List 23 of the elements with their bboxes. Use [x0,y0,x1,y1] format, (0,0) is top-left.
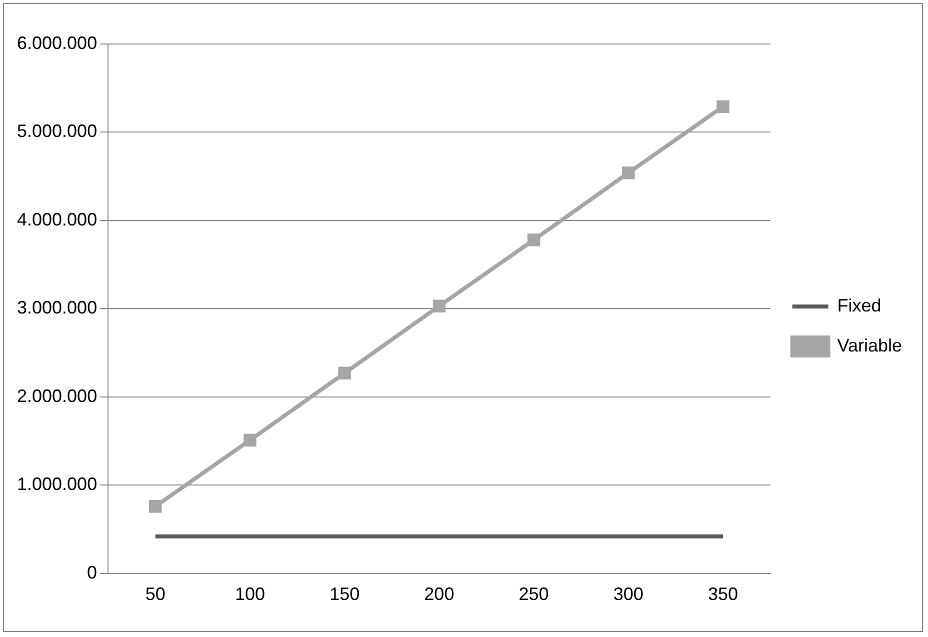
y-tick-label: 1.000.000 [17,474,98,494]
legend-label: Fixed [837,295,882,316]
point [716,100,730,114]
point [527,234,540,246]
legend-label: Variable [837,335,902,356]
x-tick-label: 150 [330,584,360,604]
x-tick-label: 200 [424,584,454,604]
y-tick-label: 3.000.000 [17,298,98,318]
point [622,166,635,180]
point [244,434,256,447]
x-tick-label: 250 [518,584,549,604]
y-tick-label: 6.000.000 [17,32,98,53]
point [432,300,446,312]
x-tick-label: 50 [145,584,166,604]
y-tick-label: 5.000.000 [17,121,98,142]
x-tick-label: 350 [708,584,738,604]
point [149,500,162,513]
y-tick-label: 0 [87,562,98,582]
y-tick-label: 4.000.000 [17,209,98,230]
y-tick-label: 2.000.000 [17,386,98,406]
x-tick-label: 300 [613,584,644,604]
x-tick-label: 100 [234,584,266,604]
point [338,366,351,380]
